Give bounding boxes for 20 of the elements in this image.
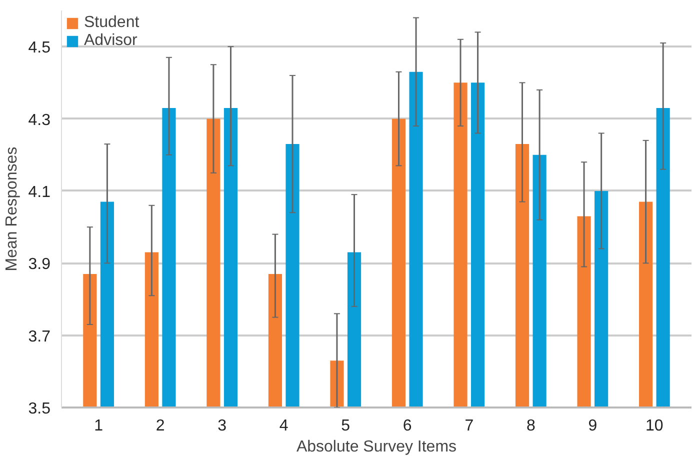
y-tick-label: 4.3 xyxy=(28,112,51,129)
x-tick-label: 3 xyxy=(218,418,227,434)
legend-label: Advisor xyxy=(84,32,138,50)
x-tick-label: 2 xyxy=(156,418,165,434)
x-tick-label: 8 xyxy=(526,418,536,434)
x-tick-label: 10 xyxy=(646,418,664,434)
y-tick-label: 4.5 xyxy=(28,40,51,57)
x-tick-label: 5 xyxy=(341,418,350,434)
y-axis-title: Mean Responses xyxy=(3,146,20,272)
y-tick-label: 3.5 xyxy=(28,400,51,418)
y-tick-label: 3.9 xyxy=(28,256,51,274)
x-axis-title: Absolute Survey Items xyxy=(296,438,457,456)
x-tick-label: 1 xyxy=(94,418,104,434)
legend-label: Student xyxy=(84,14,140,32)
x-tick-label: 6 xyxy=(402,418,412,434)
y-tick-label: 3.7 xyxy=(28,328,51,346)
x-tick-label: 7 xyxy=(464,418,474,434)
y-tick-label: 4.1 xyxy=(28,184,51,201)
x-tick-label: 9 xyxy=(588,418,598,434)
x-tick-label: 4 xyxy=(279,418,288,434)
